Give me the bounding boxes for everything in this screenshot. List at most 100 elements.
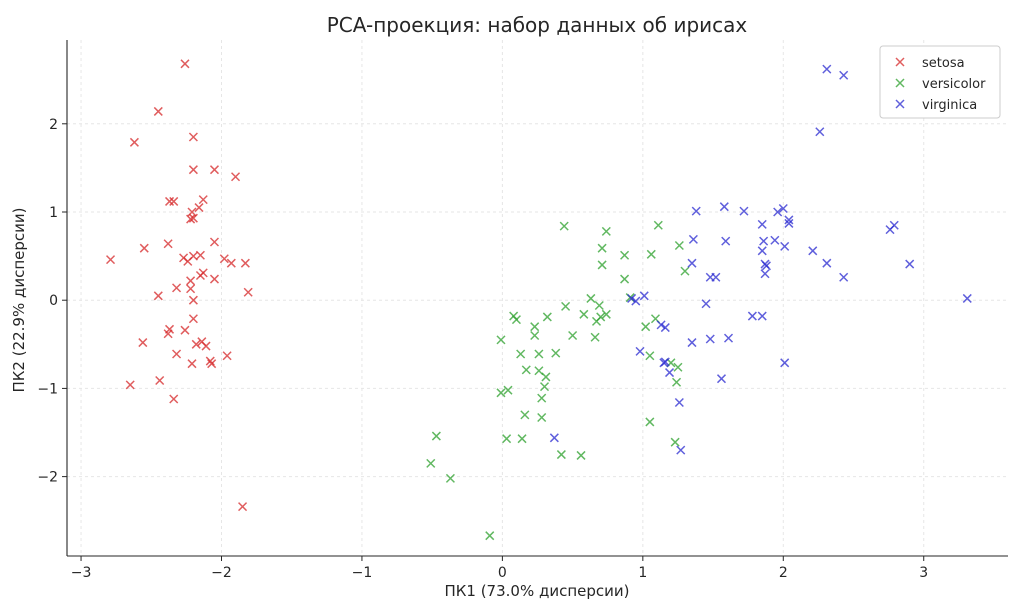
data-point xyxy=(539,382,550,392)
data-point xyxy=(502,434,512,444)
data-point xyxy=(568,330,578,341)
data-point xyxy=(517,434,527,444)
data-point xyxy=(757,246,767,256)
data-point xyxy=(209,237,220,247)
y-axis-label: ПК2 (22.9% дисперсии) xyxy=(10,207,28,392)
data-point xyxy=(138,338,148,348)
data-point xyxy=(778,203,788,214)
data-point xyxy=(169,196,179,206)
data-point xyxy=(155,375,165,386)
data-point xyxy=(106,255,116,265)
data-point xyxy=(627,293,637,303)
data-point xyxy=(561,301,571,311)
data-point xyxy=(760,269,770,279)
data-point xyxy=(757,311,767,321)
data-point xyxy=(186,214,196,224)
data-point xyxy=(188,213,198,223)
data-point xyxy=(620,250,630,260)
data-point xyxy=(201,341,211,351)
data-point xyxy=(163,329,173,339)
data-point xyxy=(701,299,711,309)
x-tick-label: 2 xyxy=(779,565,788,581)
data-point xyxy=(226,258,236,268)
data-point xyxy=(516,349,526,359)
y-tick-label: 1 xyxy=(49,205,58,221)
data-point xyxy=(579,309,589,319)
data-point xyxy=(590,332,600,342)
data-point xyxy=(594,300,604,311)
data-point xyxy=(209,274,220,284)
legend-marker xyxy=(895,57,905,67)
series-virginica xyxy=(549,64,972,455)
data-point xyxy=(822,258,832,268)
data-point xyxy=(169,394,179,404)
grid xyxy=(67,40,1008,556)
data-point xyxy=(641,322,651,332)
data-point xyxy=(172,283,182,293)
data-point xyxy=(164,196,175,206)
data-point xyxy=(687,258,697,268)
y-tick-label: 0 xyxy=(49,293,58,309)
data-point xyxy=(129,137,139,147)
data-point xyxy=(187,359,197,369)
y-tick-label: 2 xyxy=(49,117,58,133)
y-tick-label: −2 xyxy=(37,470,58,486)
data-point xyxy=(631,296,641,306)
data-point xyxy=(721,236,731,246)
data-point xyxy=(739,206,749,216)
data-point xyxy=(194,203,204,213)
data-point xyxy=(673,362,683,372)
data-point xyxy=(815,127,825,137)
data-point xyxy=(180,59,190,69)
x-tick-label: 1 xyxy=(638,565,647,581)
data-point xyxy=(576,450,586,460)
x-tick-label: −3 xyxy=(71,565,92,581)
data-point xyxy=(541,372,551,382)
data-point xyxy=(645,351,655,361)
data-point xyxy=(172,349,182,359)
y-tick-label: −1 xyxy=(37,381,58,397)
data-point xyxy=(503,385,513,395)
x-ticks: −3 −2 −1 0 1 2 3 xyxy=(71,556,928,581)
data-point xyxy=(759,236,769,246)
data-point xyxy=(511,315,521,325)
data-point xyxy=(620,274,630,284)
data-point xyxy=(163,239,173,249)
legend: setosa versicolor virginica xyxy=(879,45,1001,119)
data-point xyxy=(770,235,780,245)
x-axis-label: ПК1 (73.0% дисперсии) xyxy=(444,582,629,600)
data-point xyxy=(659,358,669,368)
data-point xyxy=(219,254,229,264)
data-point xyxy=(496,388,506,398)
data-point xyxy=(559,221,569,231)
axes xyxy=(66,40,1008,557)
data-point xyxy=(186,284,196,294)
data-point xyxy=(688,234,698,244)
data-point xyxy=(773,207,783,217)
data-point xyxy=(705,272,715,282)
data-point xyxy=(674,397,684,408)
data-point xyxy=(601,309,611,319)
data-point xyxy=(205,356,215,366)
data-point xyxy=(521,365,531,375)
data-point xyxy=(431,431,441,441)
data-point xyxy=(243,287,253,297)
data-point xyxy=(691,206,701,216)
series-versicolor xyxy=(426,220,690,541)
data-point xyxy=(445,473,455,483)
data-point xyxy=(597,260,607,270)
data-point xyxy=(188,132,198,142)
data-point xyxy=(676,445,686,455)
data-point xyxy=(209,165,220,175)
data-point xyxy=(188,295,198,305)
data-point xyxy=(962,293,972,303)
data-point xyxy=(822,64,832,74)
data-point xyxy=(646,249,656,259)
data-point xyxy=(496,335,506,345)
data-point xyxy=(485,531,495,541)
data-point xyxy=(747,311,757,321)
data-point xyxy=(645,417,655,427)
data-point xyxy=(808,246,818,256)
data-point xyxy=(674,240,684,251)
data-point xyxy=(905,259,915,269)
